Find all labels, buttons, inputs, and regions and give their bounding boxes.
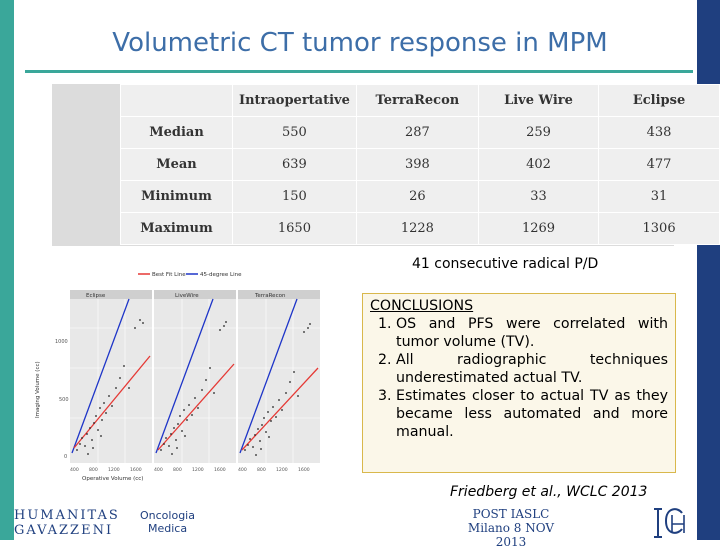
- panel-terrarecon: TerraRecon 400 800 1200 1600: [238, 290, 320, 473]
- conclusion-item: All radiographic techniques underestimat…: [396, 351, 668, 387]
- table-row: Maximum 1650 1228 1269 1306: [120, 212, 720, 245]
- table-cell: 1306: [598, 212, 720, 245]
- table-header-cell: Live Wire: [477, 84, 600, 117]
- x-tick-label: 1200: [108, 467, 120, 473]
- logo-line: Medica: [148, 522, 188, 535]
- panel-livewire: LiveWire 400 800 1200 1600: [154, 290, 236, 473]
- event-date: Milano 8 NOV 2013: [467, 521, 555, 549]
- logo-line: GAVAZZENI: [14, 523, 114, 538]
- table-cell: 639: [231, 148, 357, 181]
- reference-line: [239, 298, 298, 454]
- conclusion-item: Estimates closer to actual TV as they be…: [396, 387, 668, 441]
- conclusions-heading: CONCLUSIONS: [370, 298, 474, 314]
- table-cell: 402: [477, 148, 600, 181]
- best-fit-line: [241, 367, 319, 451]
- table-cell: 550: [231, 116, 357, 149]
- institution-monogram-icon: [654, 508, 685, 538]
- x-tick-label: 400: [238, 467, 247, 473]
- legend-best-fit-label: Best Fit Line: [152, 272, 186, 278]
- table-cell: 31: [598, 180, 720, 213]
- table-header-cell: [120, 84, 233, 117]
- slide-title: Volumetric CT tumor response in MPM: [112, 28, 608, 58]
- x-tick-label: 1600: [214, 467, 226, 473]
- data-points: [244, 323, 311, 456]
- x-tick-label: 1600: [130, 467, 142, 473]
- panel-title: Eclipse: [86, 293, 106, 299]
- title-divider: [25, 70, 693, 73]
- row-label: Maximum: [120, 212, 233, 245]
- data-points: [76, 319, 144, 455]
- conclusion-item: OS and PFS were correlated with tumor vo…: [396, 315, 668, 351]
- table-header-cell: TerraRecon: [355, 84, 479, 117]
- table-cell: 477: [598, 148, 720, 181]
- table-cell: 1228: [355, 212, 479, 245]
- x-tick-label: 400: [70, 467, 79, 473]
- volume-scatter-figure: Best Fit Line 45-degree Line Imaging Vol…: [35, 272, 320, 482]
- reference-line: [155, 298, 214, 454]
- left-accent-bar: [0, 0, 14, 540]
- x-tick-label: 800: [173, 467, 182, 473]
- best-fit-line: [73, 355, 151, 449]
- panel-title: TerraRecon: [254, 293, 286, 299]
- table-cell: 1650: [231, 212, 357, 245]
- conclusions-box: CONCLUSIONS OS and PFS were correlated w…: [362, 293, 676, 473]
- y-tick-label: 1000: [55, 339, 68, 345]
- row-label: Minimum: [120, 180, 233, 213]
- x-tick-label: 1200: [192, 467, 204, 473]
- citation: Friedberg et al., WCLC 2013: [450, 484, 648, 500]
- y-tick-label: 500: [59, 397, 69, 403]
- event-name: POST IASLC: [472, 507, 550, 521]
- plot-area: [154, 299, 236, 463]
- table-cell: 33: [477, 180, 600, 213]
- x-tick-label: 1200: [276, 467, 288, 473]
- table-cell: 287: [355, 116, 479, 149]
- best-fit-line: [157, 363, 235, 451]
- table-cell: 438: [598, 116, 720, 149]
- data-points: [160, 321, 227, 455]
- table-cell: 398: [355, 148, 479, 181]
- logo-line: HUMANITAS: [14, 508, 120, 523]
- y-tick-label: 0: [64, 454, 67, 460]
- row-label: Mean: [120, 148, 233, 181]
- y-axis-label: Imaging Volume (cc): [35, 361, 41, 418]
- panel-eclipse: Eclipse 400 800 1200 1600: [70, 290, 152, 473]
- x-tick-label: 800: [257, 467, 266, 473]
- right-accent-bar: [697, 0, 720, 540]
- table-header-row: Intraopertative TerraRecon Live Wire Ecl…: [120, 84, 720, 117]
- table-row: Mean 639 398 402 477: [120, 148, 720, 181]
- x-tick-label: 400: [154, 467, 163, 473]
- table-cell: 150: [231, 180, 357, 213]
- table-cell: 1269: [477, 212, 600, 245]
- table-cell: 26: [355, 180, 479, 213]
- table-header-cell: Eclipse: [598, 84, 720, 117]
- legend-45-degree-label: 45-degree Line: [200, 272, 242, 278]
- humanitas-gavazzeni-logo: HUMANITAS GAVAZZENI: [14, 508, 120, 538]
- x-axis-label: Operative Volume (cc): [82, 476, 143, 482]
- row-label: Median: [120, 116, 233, 149]
- reference-line: [71, 298, 130, 454]
- table-header-cell: Intraopertative: [231, 84, 357, 117]
- panel-title: LiveWire: [175, 293, 199, 299]
- oncologia-medica-logo: Oncologia Medica: [140, 509, 195, 535]
- event-footer: POST IASLC Milano 8 NOV 2013: [452, 507, 570, 549]
- table-cell: 259: [477, 116, 600, 149]
- volume-stats-table: Intraopertative TerraRecon Live Wire Ecl…: [120, 84, 720, 245]
- logo-line: Oncologia: [140, 509, 195, 522]
- cohort-note: 41 consecutive radical P/D: [412, 256, 599, 272]
- x-tick-label: 1600: [298, 467, 310, 473]
- conclusions-list: OS and PFS were correlated with tumor vo…: [370, 315, 668, 441]
- table-row: Minimum 150 26 33 31: [120, 180, 720, 213]
- x-tick-label: 800: [89, 467, 98, 473]
- table-row: Median 550 287 259 438: [120, 116, 720, 149]
